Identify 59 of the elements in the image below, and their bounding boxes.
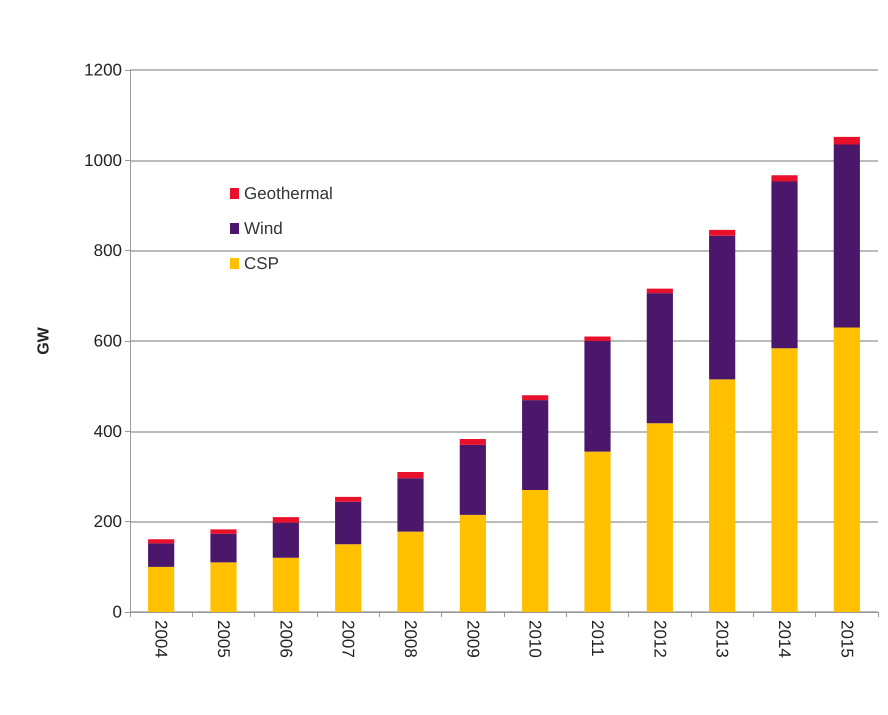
bar (210, 534, 237, 562)
bar (460, 439, 486, 445)
x-tick-label: 2015 (837, 620, 856, 658)
bar (397, 472, 424, 478)
x-tick-label: 2004 (152, 620, 171, 658)
bar (210, 562, 237, 612)
bar (834, 136, 860, 145)
y-tick-label: 200 (94, 512, 122, 532)
bar (522, 400, 548, 490)
x-tick-label: 2010 (526, 620, 545, 658)
bar (148, 543, 174, 567)
bar (460, 514, 486, 612)
bar (584, 452, 611, 612)
bar (335, 496, 362, 502)
y-tick-label: 400 (94, 422, 122, 441)
x-tick-label: 2006 (276, 620, 296, 658)
y-tick-label: 800 (94, 241, 122, 260)
bar (709, 379, 736, 612)
x-tick-label: 2012 (650, 620, 670, 658)
x-tick-label: 2005 (214, 620, 233, 658)
y-tick-label: 600 (94, 332, 122, 350)
y-tick-label: 1000 (84, 150, 122, 170)
bar (522, 490, 548, 612)
y-axis-title: GW (36, 326, 52, 355)
bar (210, 529, 237, 534)
bar (397, 478, 424, 532)
legend-label: Geothermal (244, 184, 333, 203)
bar (646, 423, 673, 612)
bar (771, 348, 798, 612)
bar (272, 558, 299, 612)
x-tick-label: 2011 (588, 620, 607, 657)
bar (397, 532, 424, 612)
bar (148, 539, 174, 544)
bar (646, 293, 673, 424)
x-tick-label: 2014 (775, 620, 794, 658)
bar (272, 522, 299, 558)
bar (148, 566, 174, 612)
x-tick-label: 2013 (712, 620, 732, 658)
x-tick-label: 2009 (463, 620, 482, 658)
bar (335, 502, 362, 544)
bar (584, 336, 611, 341)
bar (834, 327, 860, 612)
bar (771, 175, 798, 182)
bar (771, 182, 798, 348)
y-tick-label: 0 (112, 602, 122, 622)
bar (272, 517, 299, 523)
bar (709, 236, 736, 380)
bar (834, 144, 860, 328)
legend-label: Wind (244, 219, 283, 238)
bar (709, 230, 736, 236)
x-tick-label: 2008 (401, 620, 420, 658)
x-tick-label: 2007 (338, 620, 358, 658)
y-tick-label: 1200 (84, 60, 122, 80)
bar (335, 544, 362, 612)
bar (584, 341, 611, 452)
legend-label: CSP (244, 254, 279, 273)
bar (460, 444, 486, 515)
bar (522, 395, 548, 400)
bar (646, 288, 673, 294)
